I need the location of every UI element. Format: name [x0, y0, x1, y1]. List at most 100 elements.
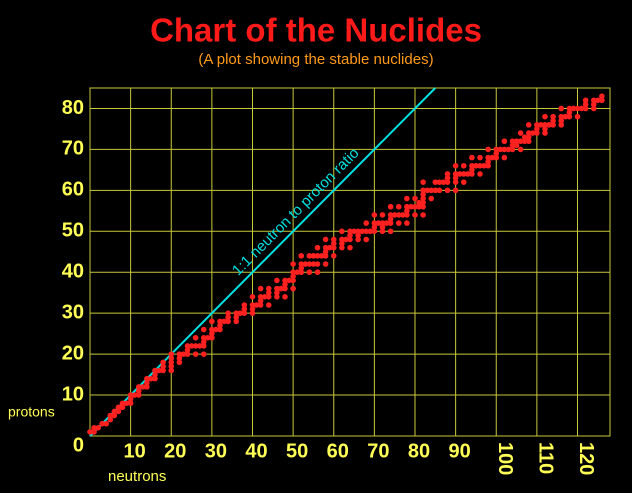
y-axis-label: protons — [8, 404, 55, 420]
nuclide-point — [249, 302, 256, 308]
nuclide-point — [347, 236, 353, 243]
nuclide-point — [558, 105, 565, 112]
nuclide-point — [513, 138, 520, 145]
nuclide-point — [460, 171, 467, 177]
nuclide-point — [314, 261, 321, 267]
nuclide-point — [127, 400, 134, 407]
nuclide-point — [359, 228, 365, 235]
nuclide-point — [420, 203, 426, 210]
nuclide-point — [420, 195, 426, 202]
nuclide-point — [127, 396, 134, 402]
nuclide-point — [387, 228, 394, 235]
nuclide-point — [363, 228, 370, 235]
nuclide-point — [436, 179, 443, 185]
nuclide-point — [257, 285, 264, 292]
nuclide-point — [469, 167, 475, 173]
nuclide-point — [249, 310, 256, 316]
nuclide-point — [217, 322, 223, 329]
nuclide-point — [290, 273, 296, 280]
nuclide-point — [542, 130, 548, 136]
nuclide-point — [493, 146, 500, 153]
nuclide-point — [477, 162, 483, 169]
nuclide-point — [424, 187, 430, 194]
nuclide-point — [493, 154, 500, 161]
nuclide-point — [330, 240, 337, 247]
nuclide-point — [330, 253, 337, 259]
nuclide-point — [404, 203, 410, 210]
nuclide-point — [217, 318, 223, 325]
nuclide-point — [209, 334, 215, 341]
nuclide-point — [395, 203, 402, 210]
nuclide-point — [152, 375, 158, 382]
nuclide-point — [330, 244, 337, 251]
nuclide-point — [582, 105, 589, 112]
nuclide-point — [192, 351, 199, 357]
nuclide-point — [200, 351, 207, 357]
nuclide-point — [485, 162, 491, 169]
nuclide-point — [205, 334, 211, 341]
nuclide-point — [420, 199, 426, 206]
y-tick-label: 30 — [62, 301, 84, 323]
nuclide-point — [209, 326, 215, 333]
nuclide-point — [306, 261, 313, 267]
nuclide-point — [282, 277, 288, 284]
nuclide-point — [395, 220, 402, 226]
chart-title: Chart of the Nuclides — [150, 12, 482, 49]
nuclide-point — [452, 179, 459, 185]
nuclide-point — [485, 158, 491, 165]
nuclide-point — [144, 384, 150, 390]
nuclide-point — [452, 175, 459, 181]
nuclide-point — [343, 236, 349, 243]
nuclide-point — [562, 113, 569, 120]
nuclide-point — [290, 285, 296, 292]
x-tick-label: 40 — [245, 440, 267, 462]
nuclide-point — [404, 208, 410, 214]
nuclide-point — [290, 277, 296, 284]
nuclide-point — [412, 212, 418, 218]
nuclide-point — [233, 318, 240, 325]
nuclide-point — [188, 343, 195, 349]
nuclide-point — [253, 302, 260, 308]
nuclide-point — [119, 400, 126, 407]
nuclide-point — [160, 359, 166, 366]
nuclide-point — [574, 113, 581, 120]
nuclide-point — [123, 400, 130, 407]
nuclide-point — [391, 212, 398, 218]
nuclide-point — [160, 367, 166, 374]
y-tick-label: 20 — [62, 342, 84, 364]
x-tick-label: 80 — [408, 440, 430, 462]
nuclide-point — [375, 220, 382, 226]
nuclide-point — [91, 425, 97, 431]
nuclide-point — [371, 224, 378, 230]
nuclide-point — [233, 314, 240, 321]
y-tick-label: 40 — [62, 261, 84, 283]
nuclide-point — [558, 122, 565, 128]
nuclide-point — [298, 261, 305, 267]
nuclide-point — [444, 171, 451, 177]
x-tick-label: 60 — [327, 440, 349, 462]
nuclide-point — [509, 138, 516, 145]
nuclide-point — [570, 105, 577, 112]
nuclide-point — [469, 162, 475, 169]
nuclide-point — [257, 298, 264, 304]
nuclide-point — [420, 187, 426, 194]
nuclide-point — [525, 134, 532, 140]
nuclide-point — [168, 359, 175, 366]
x-tick-label: 20 — [164, 440, 186, 462]
nuclide-point — [404, 220, 410, 226]
nuclide-point — [176, 355, 183, 362]
nuclide-point — [156, 367, 162, 374]
nuclide-point — [420, 179, 426, 185]
nuclide-point — [428, 195, 435, 202]
nuclide-point — [525, 130, 532, 136]
nuclide-point — [213, 326, 219, 333]
nuclide-point — [404, 212, 410, 218]
nuclide-point — [209, 330, 215, 337]
nuclide-point — [209, 318, 215, 325]
x-tick-label: 100 — [494, 442, 516, 475]
nuclide-point — [379, 224, 386, 230]
nuclide-point — [87, 429, 93, 435]
nuclide-point — [241, 306, 248, 312]
nuclide-point — [274, 294, 280, 300]
nuclide-point — [144, 379, 150, 386]
